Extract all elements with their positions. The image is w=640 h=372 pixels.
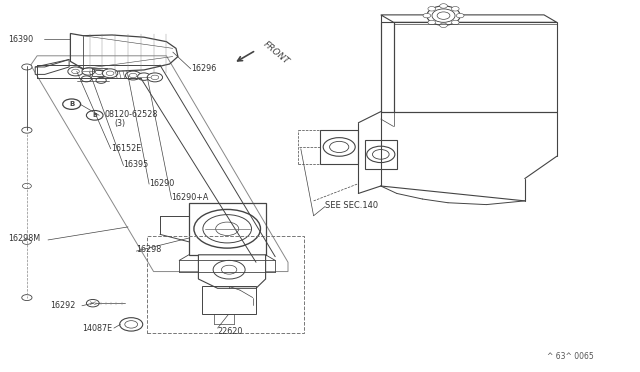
Text: SEE SEC.140: SEE SEC.140 bbox=[325, 201, 378, 210]
Circle shape bbox=[82, 68, 95, 75]
Circle shape bbox=[213, 260, 245, 279]
Circle shape bbox=[138, 73, 150, 80]
Circle shape bbox=[96, 77, 106, 83]
Circle shape bbox=[86, 299, 99, 307]
Text: 16152E: 16152E bbox=[111, 144, 141, 153]
Circle shape bbox=[102, 69, 118, 78]
Circle shape bbox=[440, 4, 447, 8]
Circle shape bbox=[194, 209, 260, 248]
Circle shape bbox=[440, 23, 447, 28]
Text: 16298M: 16298M bbox=[8, 234, 40, 243]
Circle shape bbox=[120, 318, 143, 331]
Text: 16290: 16290 bbox=[149, 179, 174, 187]
Text: 16290+A: 16290+A bbox=[172, 193, 209, 202]
Bar bbox=[202, 286, 256, 314]
Text: B: B bbox=[92, 113, 97, 118]
Circle shape bbox=[22, 127, 32, 133]
Circle shape bbox=[22, 183, 31, 189]
Circle shape bbox=[367, 146, 395, 163]
Circle shape bbox=[125, 71, 141, 80]
Circle shape bbox=[451, 20, 459, 25]
Circle shape bbox=[68, 67, 83, 76]
Text: 22620: 22620 bbox=[218, 327, 243, 336]
Bar bbox=[365, 140, 397, 169]
Circle shape bbox=[81, 76, 92, 82]
Bar bbox=[189, 203, 266, 255]
Circle shape bbox=[456, 13, 464, 18]
Circle shape bbox=[428, 20, 436, 25]
Circle shape bbox=[432, 9, 455, 22]
Text: 16395: 16395 bbox=[124, 160, 148, 169]
Polygon shape bbox=[198, 255, 266, 288]
Circle shape bbox=[428, 7, 436, 11]
Circle shape bbox=[423, 13, 431, 18]
Text: ^ 63^ 0065: ^ 63^ 0065 bbox=[547, 352, 594, 361]
Text: FRONT: FRONT bbox=[261, 39, 291, 66]
Text: 16298: 16298 bbox=[136, 246, 161, 254]
Circle shape bbox=[147, 73, 163, 82]
Text: 14087E: 14087E bbox=[82, 324, 112, 333]
Circle shape bbox=[22, 239, 31, 244]
Text: 08120-62528: 08120-62528 bbox=[104, 110, 157, 119]
Text: 16296: 16296 bbox=[191, 64, 216, 73]
Bar bbox=[92, 68, 107, 76]
Circle shape bbox=[22, 295, 32, 301]
Circle shape bbox=[22, 64, 32, 70]
Circle shape bbox=[451, 7, 459, 11]
Bar bbox=[320, 130, 358, 164]
Text: (3): (3) bbox=[114, 119, 125, 128]
Polygon shape bbox=[35, 60, 69, 74]
Circle shape bbox=[323, 138, 355, 156]
Text: B: B bbox=[69, 101, 74, 107]
Text: 16292: 16292 bbox=[50, 301, 76, 310]
Text: 16390: 16390 bbox=[8, 35, 33, 44]
Bar bbox=[147, 236, 304, 333]
Circle shape bbox=[427, 6, 460, 25]
